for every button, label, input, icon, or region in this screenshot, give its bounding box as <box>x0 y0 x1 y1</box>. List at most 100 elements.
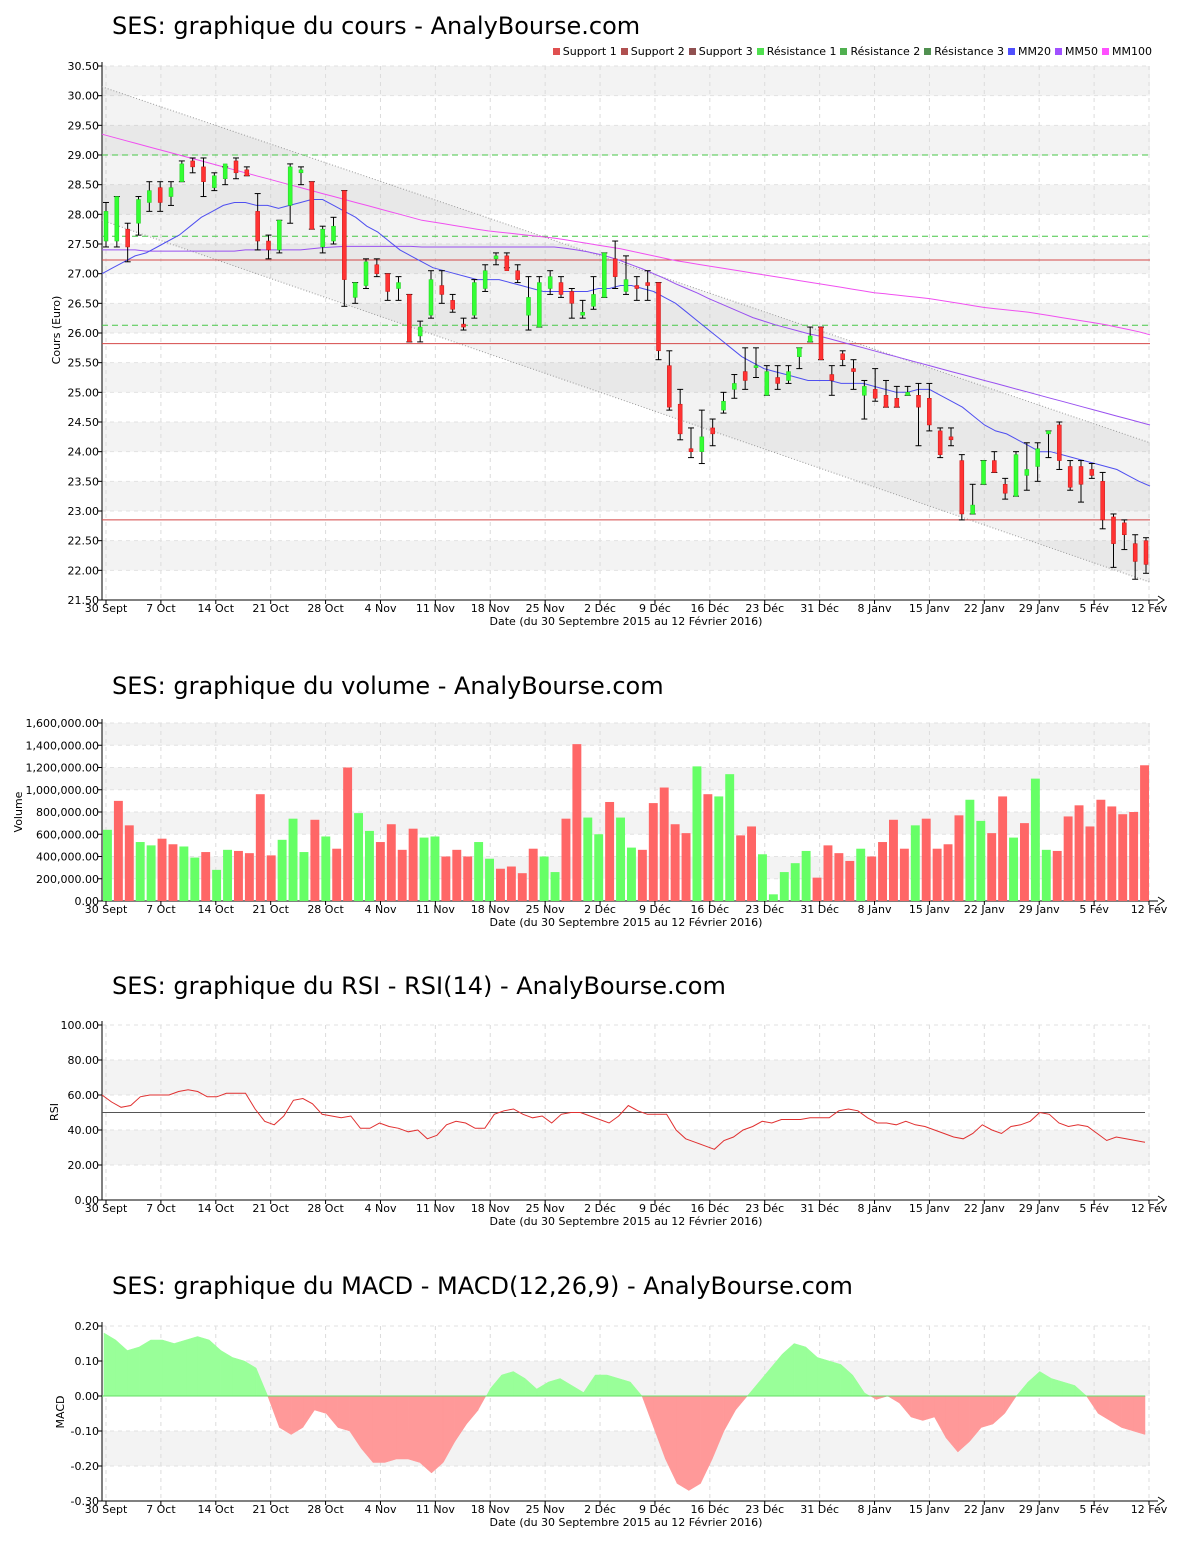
macd-xtick-label: 14 Oct <box>198 1503 235 1516</box>
volume-xtick-label: 8 Janv <box>858 903 892 916</box>
legend-swatch <box>840 48 848 55</box>
candle-up <box>222 163 228 179</box>
volume-bar-down <box>506 866 516 901</box>
volume-xtick-label: 25 Nov <box>526 903 565 916</box>
price-x-axis-arrow <box>1157 595 1165 605</box>
volume-bar-down <box>823 845 833 901</box>
rsi-line <box>101 1089 1146 1150</box>
volume-bar-up <box>474 842 484 901</box>
volume-bar-down <box>168 844 178 901</box>
candle-up <box>493 255 499 260</box>
candle-up <box>114 196 120 242</box>
volume-bar-down <box>943 844 953 901</box>
volume-bar-down <box>1118 814 1128 901</box>
macd-area-negative <box>372 1395 385 1463</box>
volume-bar-down <box>157 838 167 901</box>
macd-ytick-label: -0.10 <box>71 1425 99 1438</box>
candle-up <box>472 282 477 316</box>
volume-bar-up <box>965 799 975 901</box>
price-xtick-label: 29 Janv <box>1019 602 1060 615</box>
macd-xtick-label: 12 Fév <box>1131 1503 1168 1516</box>
price-ytick-label: 27.00 <box>68 268 100 281</box>
rsi-xtick-label: 7 Oct <box>146 1202 176 1215</box>
rsi-xtick-label: 11 Nov <box>416 1202 455 1215</box>
volume-bar-down <box>255 794 265 901</box>
volume-x-label: Date (du 30 Septembre 2015 au 12 Février… <box>490 916 763 929</box>
volume-xtick-label: 15 Janv <box>909 903 950 916</box>
volume-bar-up <box>321 836 331 901</box>
volume-bar-down <box>1052 850 1062 901</box>
rsi-xtick-label: 23 Déc <box>745 1202 784 1215</box>
volume-bar-up <box>485 858 494 901</box>
legend-swatch <box>1102 48 1110 55</box>
candle-down <box>872 389 878 399</box>
volume-xtick-label: 31 Déc <box>800 903 839 916</box>
price-legend: Support 1 Support 2 Support 3 Résistance 1 R… <box>549 45 1152 58</box>
price-xtick-label: 2 Déc <box>584 602 616 615</box>
rsi-ytick-label: 100.00 <box>61 1019 100 1032</box>
volume-bar-down <box>1140 765 1149 901</box>
volume-bar-up <box>288 818 298 901</box>
volume-band <box>102 856 1150 879</box>
volume-bar-down <box>1107 806 1117 901</box>
macd-area-positive <box>209 1339 222 1397</box>
macd-area-negative <box>676 1395 690 1491</box>
macd-area-positive <box>501 1371 514 1397</box>
candle-down <box>125 228 130 248</box>
macd-area-negative <box>337 1395 350 1432</box>
macd-xtick-label: 21 Oct <box>252 1503 289 1516</box>
macd-chart: 30 Sept 7 Oct 14 Oct 21 Oct 28 Oct 4 Nov 11 No… <box>54 1320 1168 1529</box>
volume-bar-down <box>408 828 418 901</box>
volume-band <box>102 723 1150 746</box>
candle-down <box>645 282 650 286</box>
price-ytick-label: 22.00 <box>68 564 100 577</box>
rsi-xtick-label: 14 Oct <box>198 1202 235 1215</box>
macd-area-negative <box>899 1395 912 1418</box>
rsi-xtick-label: 12 Fév <box>1131 1202 1168 1215</box>
candle-down <box>266 240 271 251</box>
volume-xtick-label: 14 Oct <box>198 903 235 916</box>
candle-up <box>699 436 705 452</box>
candle-down <box>439 285 445 295</box>
price-xtick-label: 12 Fév <box>1131 602 1168 615</box>
candle-up <box>591 294 596 307</box>
candle-up <box>136 199 141 224</box>
macd-area-positive <box>103 1332 116 1397</box>
price-ytick-label: 23.50 <box>68 475 100 488</box>
rsi-band <box>102 1130 1150 1165</box>
macd-ytick-label: -0.30 <box>71 1495 99 1508</box>
candle-up <box>179 163 185 182</box>
volume-bar-down <box>1020 823 1029 901</box>
candle-down <box>309 181 315 230</box>
macd-area-negative <box>396 1395 409 1460</box>
volume-bar-down <box>572 744 582 901</box>
candle-up <box>537 282 542 328</box>
volume-bar-down <box>1074 805 1084 901</box>
volume-bar-up <box>910 825 920 901</box>
volume-chart-panel: SES: graphique du volume - AnalyBourse.c… <box>0 660 1200 940</box>
candle-down <box>688 448 694 452</box>
macd-area-positive <box>115 1339 128 1397</box>
volume-ytick-label: 0.00 <box>75 895 100 908</box>
volume-bar-down <box>670 824 680 901</box>
volume-bar-down <box>397 849 407 901</box>
macd-y-label: MACD <box>54 1396 67 1429</box>
volume-bar-down <box>244 853 254 901</box>
volume-ytick-label: 1,200,000.00 <box>26 762 99 775</box>
candle-down <box>1100 481 1105 521</box>
candle-down <box>656 282 661 352</box>
candle-up <box>396 282 401 289</box>
macd-xtick-label: 30 Sept <box>85 1503 128 1516</box>
volume-bar-down <box>463 856 473 901</box>
rsi-xtick-label: 4 Nov <box>364 1202 396 1215</box>
volume-bar-up <box>550 872 560 901</box>
candle-up <box>721 400 726 411</box>
candle-up <box>417 326 423 337</box>
rsi-chart-panel: SES: graphique du RSI - RSI(14) - AnalyB… <box>0 960 1200 1240</box>
volume-xtick-label: 5 Fév <box>1079 903 1109 916</box>
volume-bar-down <box>528 848 538 901</box>
rsi-ytick-label: 60.00 <box>68 1089 100 1102</box>
macd-xtick-label: 23 Déc <box>745 1503 784 1516</box>
volume-bar-up <box>365 830 374 901</box>
legend-swatch <box>924 48 932 55</box>
